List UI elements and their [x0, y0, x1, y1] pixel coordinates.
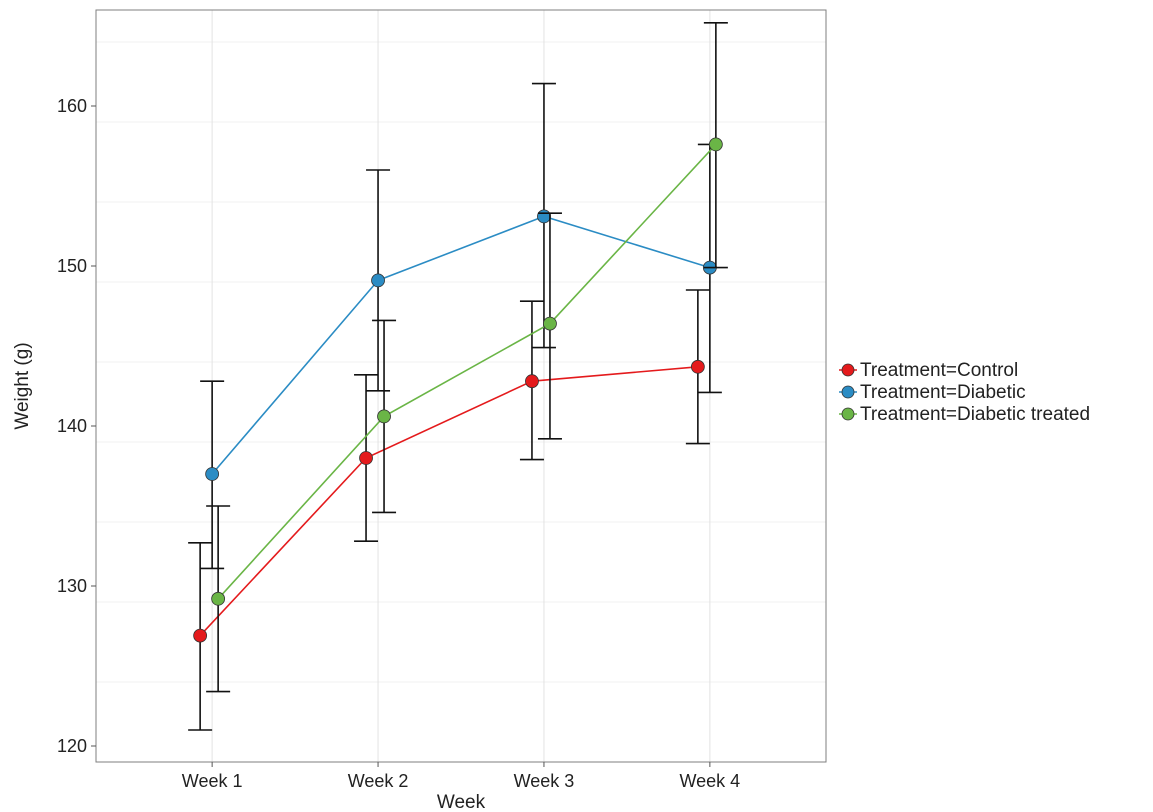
y-axis-title: Weight (g) — [12, 342, 33, 429]
x-tick-label: Week 3 — [514, 771, 575, 791]
x-axis-title: Week — [437, 792, 486, 812]
series-line — [199, 366, 698, 637]
axes: 120 130 140 150 160 Week 1 Week 2 Week 3 Week 4 — [57, 96, 740, 791]
data-point — [193, 628, 208, 643]
legend-label: Treatment=Control — [860, 360, 1018, 381]
series-0 — [188, 289, 710, 731]
data-point — [371, 273, 385, 288]
data-point — [525, 374, 539, 389]
y-tick-label: 150 — [57, 256, 87, 276]
series-1 — [200, 82, 722, 570]
y-tick-label: 120 — [57, 736, 87, 756]
data-point — [708, 137, 723, 152]
y-tick-label: 160 — [57, 96, 87, 116]
legend: Treatment=ControlTreatment=DiabeticTreat… — [839, 360, 1090, 425]
series-line — [217, 143, 717, 600]
series — [188, 21, 728, 731]
legend-key — [841, 363, 855, 377]
series-line — [211, 215, 711, 475]
y-tick-label: 130 — [57, 576, 87, 596]
legend-label: Treatment=Diabetic treated — [860, 404, 1090, 425]
plot-border — [95, 9, 827, 763]
x-tick-label: Week 1 — [182, 771, 243, 791]
legend-key — [841, 385, 855, 399]
data-point — [537, 209, 551, 224]
x-tick-label: Week 4 — [680, 771, 741, 791]
legend-label: Treatment=Diabetic — [860, 382, 1026, 403]
x-tick-label: Week 2 — [348, 771, 409, 791]
data-point — [211, 591, 226, 606]
legend-key — [841, 407, 855, 421]
series-2 — [206, 21, 728, 693]
data-point — [543, 316, 557, 331]
data-point — [690, 359, 705, 374]
data-point — [359, 451, 373, 465]
data-point — [205, 467, 220, 481]
y-tick-label: 140 — [57, 416, 87, 436]
data-point — [377, 409, 391, 424]
